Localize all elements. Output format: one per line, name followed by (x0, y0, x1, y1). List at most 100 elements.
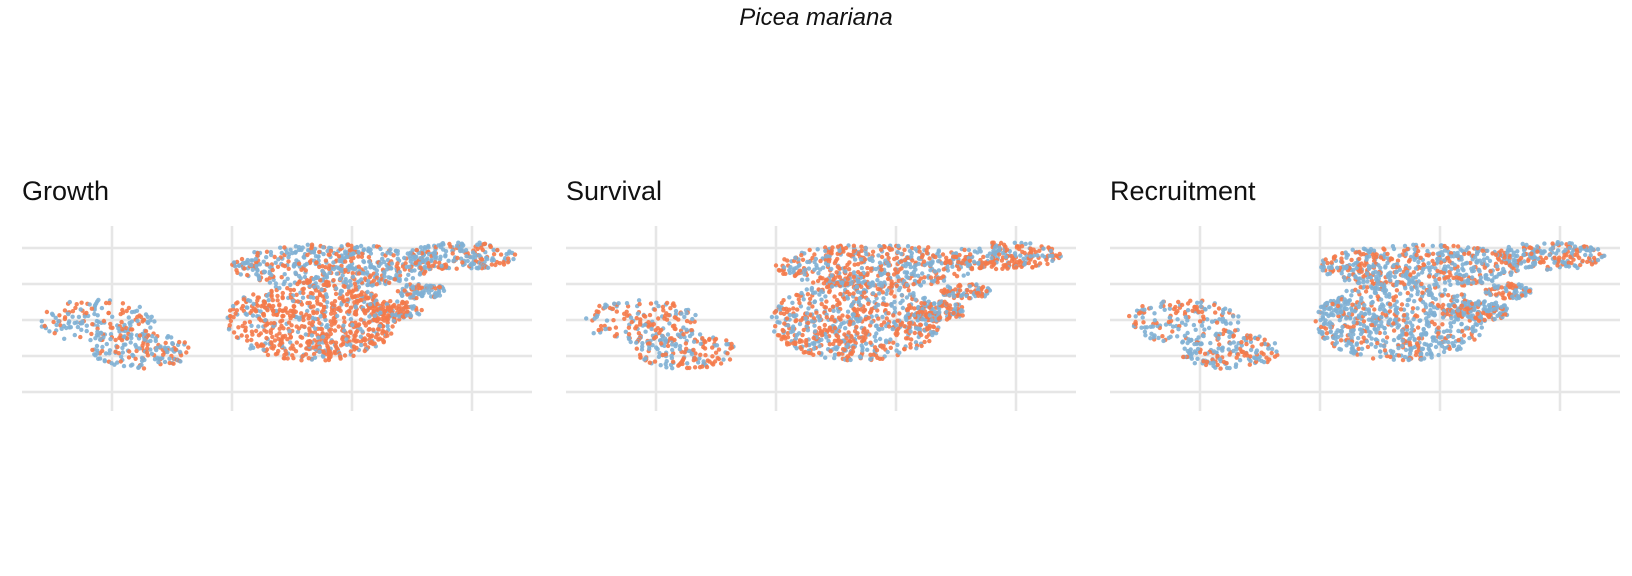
data-point (275, 264, 281, 269)
data-point (801, 297, 806, 302)
data-point (947, 292, 952, 298)
data-point (239, 256, 245, 262)
data-point (1233, 328, 1238, 333)
data-point (908, 345, 913, 350)
data-point (240, 303, 246, 309)
data-point (104, 341, 110, 347)
data-point (1442, 280, 1448, 285)
data-point (475, 242, 480, 247)
data-point (1530, 261, 1536, 266)
data-point (1470, 275, 1475, 280)
data-point (638, 354, 643, 360)
data-point (404, 277, 409, 282)
data-point (794, 346, 799, 351)
data-point (491, 258, 496, 263)
data-point (1406, 259, 1412, 264)
data-point (691, 339, 697, 344)
data-point (1555, 241, 1560, 247)
data-point (323, 282, 328, 287)
data-point (107, 300, 112, 306)
data-point (1185, 318, 1190, 323)
data-point (1166, 335, 1171, 341)
data-point (1455, 268, 1461, 273)
data-point (1511, 260, 1516, 266)
data-point (120, 327, 125, 332)
data-point (836, 309, 841, 314)
data-point (374, 282, 379, 287)
data-point (313, 326, 318, 331)
data-point (807, 247, 812, 253)
data-point (443, 264, 448, 270)
data-point (945, 265, 950, 270)
data-point (363, 308, 368, 314)
data-point (306, 356, 311, 361)
data-point (936, 259, 941, 264)
data-point (1358, 252, 1364, 257)
data-point (851, 306, 857, 311)
data-point (813, 256, 819, 262)
data-point (354, 299, 359, 304)
data-point (1448, 282, 1453, 287)
data-point (294, 340, 299, 345)
data-point (922, 301, 927, 306)
data-point (669, 342, 675, 347)
data-point (277, 302, 282, 307)
data-point (1361, 335, 1366, 340)
data-point (321, 304, 327, 310)
data-point (827, 342, 832, 347)
data-point (826, 250, 831, 255)
data-point (634, 324, 639, 329)
data-point (636, 331, 642, 336)
data-point (154, 345, 159, 351)
data-point (1023, 241, 1028, 247)
data-point (886, 263, 891, 268)
data-point (835, 297, 840, 303)
data-point (309, 304, 314, 310)
data-point (395, 261, 400, 266)
data-point (689, 331, 695, 337)
data-point (1340, 251, 1345, 256)
data-point (823, 294, 828, 299)
data-point (1444, 275, 1449, 280)
data-point (404, 264, 409, 270)
data-point (340, 336, 345, 342)
data-point (271, 308, 276, 313)
data-point (1550, 245, 1555, 251)
data-point (855, 331, 860, 336)
data-point (368, 251, 374, 256)
data-point (856, 279, 861, 285)
data-point (802, 267, 808, 272)
data-point (1197, 319, 1203, 324)
data-point (1185, 330, 1190, 336)
data-point (254, 263, 259, 269)
data-point (75, 324, 81, 330)
data-point (712, 337, 717, 343)
data-point (372, 313, 377, 318)
data-point (1521, 252, 1526, 257)
data-point (614, 332, 619, 337)
data-point (1185, 340, 1190, 346)
data-point (1239, 340, 1244, 345)
data-point (875, 308, 880, 313)
data-point (809, 319, 814, 324)
data-point (134, 348, 139, 354)
data-point (412, 268, 417, 273)
data-point (395, 249, 400, 254)
data-point (256, 275, 262, 280)
data-point (967, 262, 972, 267)
data-point (1382, 247, 1387, 252)
data-point (1511, 257, 1516, 263)
data-point (913, 340, 919, 345)
data-point (323, 258, 329, 263)
data-point (979, 286, 984, 291)
data-point (103, 300, 109, 306)
data-point (148, 325, 153, 330)
data-point (1216, 306, 1222, 311)
data-point (858, 307, 863, 312)
data-point (309, 250, 314, 255)
data-point (895, 274, 900, 279)
data-point (1540, 258, 1545, 263)
data-point (773, 324, 778, 329)
data-point (639, 347, 645, 352)
data-point (783, 271, 788, 276)
